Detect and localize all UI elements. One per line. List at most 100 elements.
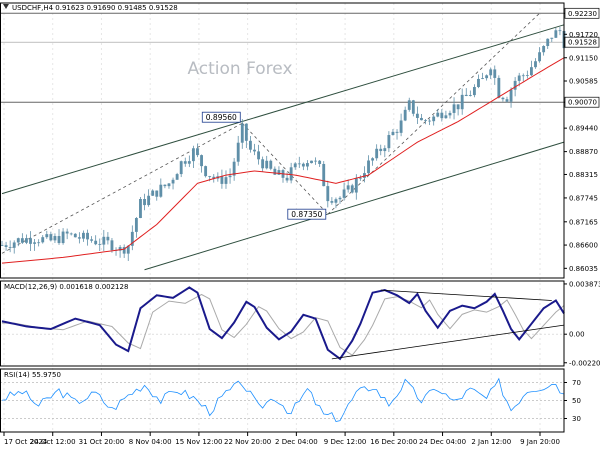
candle-body: [371, 158, 375, 161]
candle-body: [41, 237, 45, 243]
candle-body: [82, 232, 85, 239]
swing-annotation-label: 0.89560: [206, 113, 237, 122]
candle-body: [16, 238, 20, 243]
candle-body: [330, 201, 334, 203]
candle-body: [517, 75, 521, 81]
swing-dashed-line: [241, 122, 329, 215]
candle-body: [204, 166, 208, 177]
candle-body: [232, 161, 236, 176]
candle-body: [106, 236, 110, 241]
candle-body: [477, 78, 480, 88]
candle-body: [228, 175, 232, 178]
swing-annotation-label: 0.87350: [291, 210, 322, 219]
candle-body: [440, 112, 444, 119]
x-tick-label: 15 Nov 12:00: [175, 438, 222, 446]
candle-body: [456, 104, 460, 110]
candle-body: [159, 184, 163, 197]
chart-menu-triangle-icon: [3, 4, 9, 9]
macd-y-tick-label: 0.003873: [569, 280, 600, 288]
candle-body: [403, 109, 407, 121]
candle-body: [436, 112, 440, 117]
candle-body: [143, 199, 146, 206]
candle-body: [208, 176, 212, 177]
candle-body: [493, 69, 497, 78]
macd-signal-line: [2, 293, 565, 356]
last-price-box: [564, 36, 600, 48]
swing-dashed-line: [327, 13, 540, 215]
x-tick-label: 16 Dec 20:00: [370, 438, 417, 446]
candle-body: [220, 176, 224, 184]
channel-lower-line: [144, 141, 565, 271]
candle-body: [61, 231, 65, 244]
candle-body: [342, 189, 346, 198]
candle-body: [301, 163, 305, 167]
candle-body: [212, 176, 216, 179]
candle-body: [363, 173, 366, 178]
x-tick-label: 9 Jan 20:00: [520, 438, 560, 446]
candle-body: [415, 113, 419, 118]
candle-body: [464, 94, 468, 96]
candle-body: [86, 232, 89, 240]
candle-body: [542, 46, 546, 53]
candle-body: [98, 244, 102, 246]
candle-body: [37, 242, 41, 244]
candle-body: [550, 37, 554, 39]
candle-body: [338, 197, 342, 200]
candle-body: [481, 78, 484, 79]
candle-body: [322, 163, 326, 187]
x-tick-label: 24 Oct 12:00: [30, 438, 76, 446]
macd-trend-line: [380, 289, 552, 301]
candle-body: [399, 120, 403, 133]
candle-body: [77, 237, 81, 239]
rsi-line: [1, 377, 565, 422]
macd-y-tick-label: 0.00: [569, 331, 585, 339]
x-tick-label: 17 Oct 2024: [4, 438, 48, 446]
candle-body: [163, 184, 167, 187]
candle-body: [147, 195, 151, 206]
candle-body: [265, 160, 269, 169]
candle-body: [387, 135, 391, 149]
candle-body: [525, 75, 529, 76]
candle-body: [261, 159, 265, 169]
y-tick-label: 0.87745: [569, 194, 598, 202]
candle-body: [460, 94, 464, 110]
candle-body: [411, 100, 415, 114]
candle-body: [534, 61, 537, 68]
candle-body: [509, 89, 513, 102]
candle-body: [73, 233, 77, 238]
candle-body: [318, 160, 322, 164]
candle-body: [424, 120, 427, 121]
last-price-label: 0.91528: [568, 39, 597, 47]
candle-body: [20, 238, 24, 243]
rsi-label: RSI(14) 55.9750: [4, 371, 61, 379]
candle-body: [122, 247, 126, 254]
candle-body: [126, 245, 130, 254]
y-tick-label: 0.87165: [569, 218, 598, 226]
candle-body: [33, 242, 37, 244]
candle-body: [558, 30, 562, 32]
price-level-label: 0.92230: [568, 10, 597, 18]
chart-header: USDCHF,H4 0.91623 0.91690 0.91485 0.9152…: [12, 4, 178, 12]
candle-body: [179, 161, 183, 175]
candle-body: [395, 131, 399, 133]
macd-y-tick-label: -0.002201: [569, 359, 600, 367]
candle-body: [472, 87, 476, 96]
candle-body: [187, 161, 191, 164]
x-tick-label: 8 Nov 04:00: [129, 438, 172, 446]
candle-body: [29, 238, 32, 244]
candle-body: [69, 233, 73, 235]
candle-body: [285, 177, 289, 181]
candle-body: [175, 174, 179, 180]
rsi-y-tick-label: 30: [572, 415, 581, 423]
x-tick-label: 2 Jan 12:00: [471, 438, 511, 446]
candle-body: [236, 142, 240, 162]
candle-body: [130, 231, 134, 246]
y-tick-label: 0.86035: [569, 265, 598, 273]
price-level-box: [564, 7, 600, 19]
x-tick-label: 31 Oct 20:00: [79, 438, 125, 446]
candle-body: [358, 177, 362, 179]
candle-body: [505, 99, 509, 102]
candle-body: [45, 234, 49, 238]
swing-annotation-box: [287, 208, 327, 220]
